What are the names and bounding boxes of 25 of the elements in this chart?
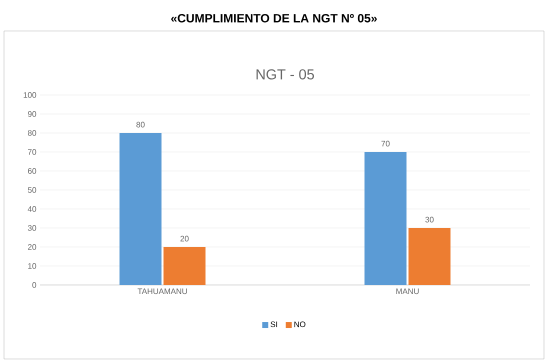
y-tick-label: 20 xyxy=(28,244,36,250)
y-tick-label: 100 xyxy=(24,92,36,98)
y-tick-label: 90 xyxy=(28,111,36,117)
bar xyxy=(408,228,450,285)
chart-title: «CUMPLIMIENTO DE LA NGT Nº 05» xyxy=(171,14,377,22)
data-label: 80 xyxy=(136,122,145,128)
y-tick-label: 0 xyxy=(32,282,36,288)
bar xyxy=(164,246,206,285)
legend-label: NO xyxy=(294,321,306,328)
y-tick-label: 60 xyxy=(28,168,36,174)
y-tick-label: 80 xyxy=(28,130,36,136)
y-tick-label: 50 xyxy=(28,187,36,193)
y-tick-label: 30 xyxy=(28,225,36,231)
x-tick-label: MANU xyxy=(396,288,419,294)
data-label: 20 xyxy=(180,236,189,242)
data-label: 30 xyxy=(425,216,434,222)
chart-subtitle: NGT - 05 xyxy=(256,69,314,80)
bar xyxy=(120,132,162,285)
x-tick-label: TAHUAMANU xyxy=(138,288,187,294)
y-tick-label: 70 xyxy=(28,149,36,155)
y-tick-label: 40 xyxy=(28,206,36,212)
data-label: 70 xyxy=(381,140,390,146)
legend-label: SI xyxy=(270,321,278,328)
y-tick-label: 10 xyxy=(28,263,36,269)
bar xyxy=(364,152,406,285)
